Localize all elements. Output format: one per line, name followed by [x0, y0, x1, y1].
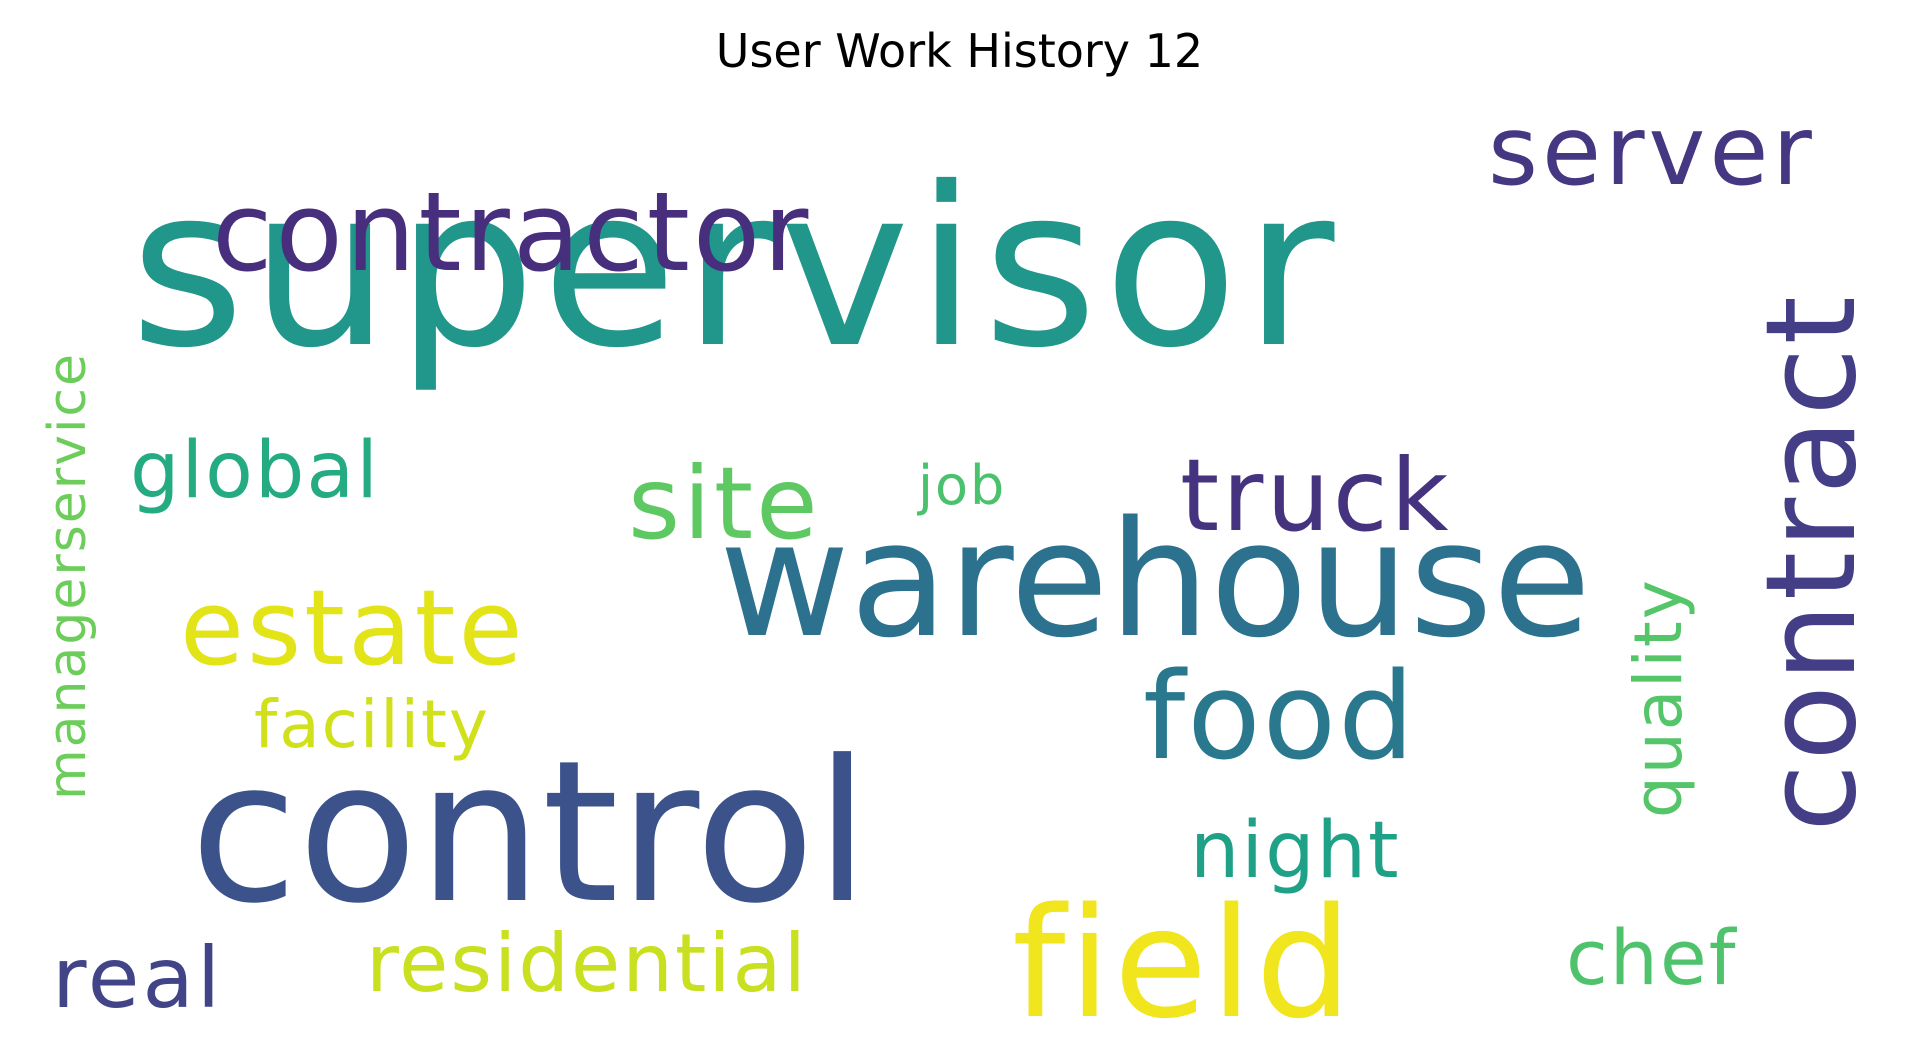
- word-global: global: [130, 426, 380, 516]
- word-residential: residential: [366, 917, 808, 1010]
- word-site: site: [628, 445, 821, 562]
- word-warehouse: warehouse: [719, 486, 1592, 673]
- word-managerservice: managerservice: [38, 352, 98, 800]
- word-facility: facility: [254, 686, 490, 763]
- word-server: server: [1488, 95, 1816, 207]
- word-contractor: contractor: [212, 168, 812, 296]
- word-contract: contract: [1740, 292, 1884, 832]
- word-truck: truck: [1180, 437, 1452, 554]
- word-quality: quality: [1620, 578, 1697, 818]
- word-real: real: [52, 929, 224, 1027]
- word-night: night: [1190, 806, 1401, 896]
- word-chef: chef: [1566, 913, 1738, 1002]
- word-estate: estate: [180, 567, 526, 689]
- word-job: job: [918, 454, 1007, 517]
- word-field: field: [1012, 875, 1355, 1052]
- word-control: control: [190, 719, 870, 947]
- word-food: food: [1143, 648, 1417, 787]
- word-supervisor: supervisor: [130, 140, 1341, 396]
- chart-title: User Work History 12: [715, 24, 1204, 78]
